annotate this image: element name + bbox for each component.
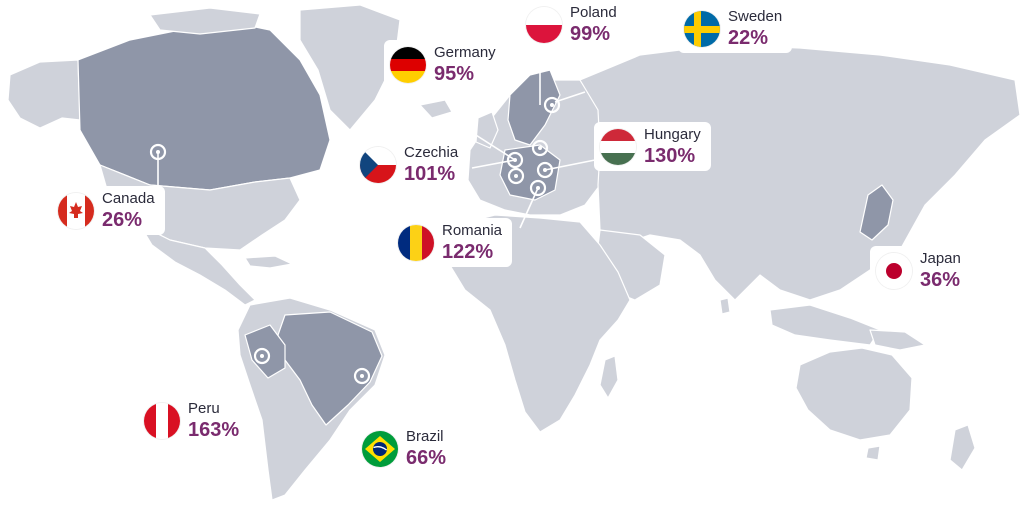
country-name-hungary: Hungary (644, 126, 701, 143)
callout-poland: Poland 99% (520, 0, 627, 49)
canada-flag-icon (58, 192, 94, 229)
callout-peru: Peru 163% (138, 396, 250, 445)
country-name-czechia: Czechia (404, 144, 459, 161)
land-alaska (7, 59, 81, 129)
country-percent-brazil: 66% (406, 447, 447, 469)
land-iceland (419, 99, 453, 119)
pin-peru (253, 347, 271, 365)
land-tasmania (865, 445, 881, 461)
country-name-romania: Romania (442, 222, 503, 239)
country-percent-czechia: 101% (404, 163, 456, 185)
land-southeast-asia-islands (769, 304, 881, 346)
land-mexico-central-america (139, 224, 256, 306)
country-percent-germany: 95% (434, 63, 475, 85)
pin-romania (529, 179, 547, 197)
pin-czechia (507, 167, 525, 185)
land-caribbean (244, 255, 293, 269)
germany-flag-icon (390, 46, 426, 83)
country-percent-peru: 163% (188, 419, 240, 441)
connector-hungary (544, 159, 596, 171)
sweden-flag-icon (684, 10, 720, 47)
pin-sweden (543, 96, 561, 114)
country-name-peru: Peru (188, 400, 220, 417)
country-percent-poland: 99% (570, 23, 611, 45)
callout-czechia: Czechia 101% (354, 140, 469, 189)
country-percent-hungary: 130% (644, 145, 696, 167)
czechia-flag-icon (360, 146, 396, 183)
country-name-germany: Germany (434, 44, 496, 61)
callout-hungary: Hungary 130% (594, 122, 711, 171)
land-sri-lanka (719, 297, 731, 315)
land-greenland (299, 4, 401, 131)
country-name-poland: Poland (570, 4, 617, 21)
country-name-canada: Canada (102, 190, 155, 207)
land-new-zealand (949, 424, 976, 471)
callout-romania: Romania 122% (392, 218, 513, 267)
callout-brazil: Brazil 66% (356, 424, 457, 473)
country-name-sweden: Sweden (728, 8, 783, 25)
romania-flag-icon (398, 224, 434, 261)
land-new-guinea (869, 329, 926, 351)
peru-flag-icon (144, 402, 180, 439)
land-peru (244, 324, 286, 379)
callout-japan: Japan 36% (870, 246, 971, 295)
country-name-brazil: Brazil (406, 428, 444, 445)
land-arctic-islands (149, 7, 261, 35)
poland-flag-icon (526, 6, 562, 43)
land-scandinavia (507, 69, 561, 146)
pin-brazil (353, 367, 371, 385)
land-canada (77, 21, 331, 191)
hungary-flag-icon (600, 128, 636, 165)
country-percent-canada: 26% (102, 209, 143, 231)
land-japan (859, 184, 894, 241)
pin-poland (531, 139, 549, 157)
country-name-japan: Japan (920, 250, 961, 267)
land-australia (795, 347, 913, 441)
connector-sweden (554, 91, 586, 103)
country-percent-japan: 36% (920, 269, 961, 291)
callout-germany: Germany 95% (384, 40, 506, 89)
callout-sweden: Sweden 22% (678, 4, 793, 53)
brazil-flag-icon (362, 430, 398, 467)
pin-germany (506, 151, 524, 169)
pin-canada (149, 143, 167, 161)
land-africa (447, 214, 631, 433)
japan-flag-icon (876, 252, 912, 289)
callout-canada: Canada 26% (52, 186, 165, 235)
country-percent-romania: 122% (442, 241, 494, 263)
country-percent-sweden: 22% (728, 27, 769, 49)
connector-germany (467, 129, 516, 161)
land-madagascar (599, 355, 619, 399)
pin-hungary (536, 161, 554, 179)
